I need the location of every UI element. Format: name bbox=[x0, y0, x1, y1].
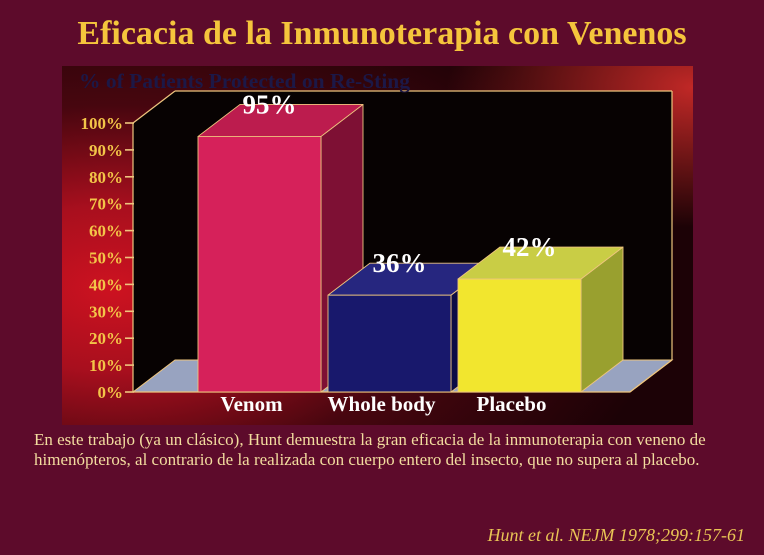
y-axis-tick-label: 0% bbox=[98, 383, 124, 402]
body-paragraph: En este trabajo (ya un clásico), Hunt de… bbox=[34, 430, 706, 469]
bar-placebo-front bbox=[457, 278, 582, 393]
category-label-placebo: Placebo bbox=[477, 392, 547, 416]
bar-value-label-whole-body: 36% bbox=[373, 248, 427, 278]
citation: Hunt et al. NEJM 1978;299:157-61 bbox=[487, 525, 745, 545]
y-axis-tick-label: 90% bbox=[89, 141, 123, 160]
y-axis-tick-label: 100% bbox=[81, 114, 124, 133]
y-axis-tick-label: 60% bbox=[89, 222, 123, 241]
y-axis-tick-label: 20% bbox=[89, 329, 123, 348]
y-axis-tick-label: 40% bbox=[89, 275, 123, 294]
plot-left-wall bbox=[133, 91, 175, 392]
bar-venom-front bbox=[197, 135, 322, 393]
category-label-venom: Venom bbox=[220, 392, 283, 416]
y-axis-tick-label: 50% bbox=[89, 249, 123, 268]
bar-whole-body-front bbox=[327, 294, 452, 393]
y-axis-tick-label: 70% bbox=[89, 195, 123, 214]
bar-value-label-venom: 95% bbox=[243, 89, 297, 119]
chart-title: % of Patients Protected on Re-Sting bbox=[79, 69, 410, 93]
y-axis-tick-label: 30% bbox=[89, 302, 123, 321]
plot-frame-edge bbox=[132, 90, 176, 124]
slide-title: Eficacia de la Inmunoterapia con Venenos bbox=[77, 15, 687, 52]
y-axis-tick-label: 80% bbox=[89, 168, 123, 187]
category-label-whole-body: Whole body bbox=[328, 392, 436, 416]
bar-chart-3d: 0% 10% 20% 30% 40% 50% 60% 70% 80% 90% 100% 95% Veno… bbox=[62, 66, 693, 425]
bar-value-label-placebo: 42% bbox=[503, 232, 557, 262]
y-axis-tick-label: 10% bbox=[89, 356, 123, 375]
plot-frame-edge bbox=[629, 359, 673, 393]
chart-image: 0% 10% 20% 30% 40% 50% 60% 70% 80% 90% 100% 95% Veno… bbox=[62, 66, 693, 425]
